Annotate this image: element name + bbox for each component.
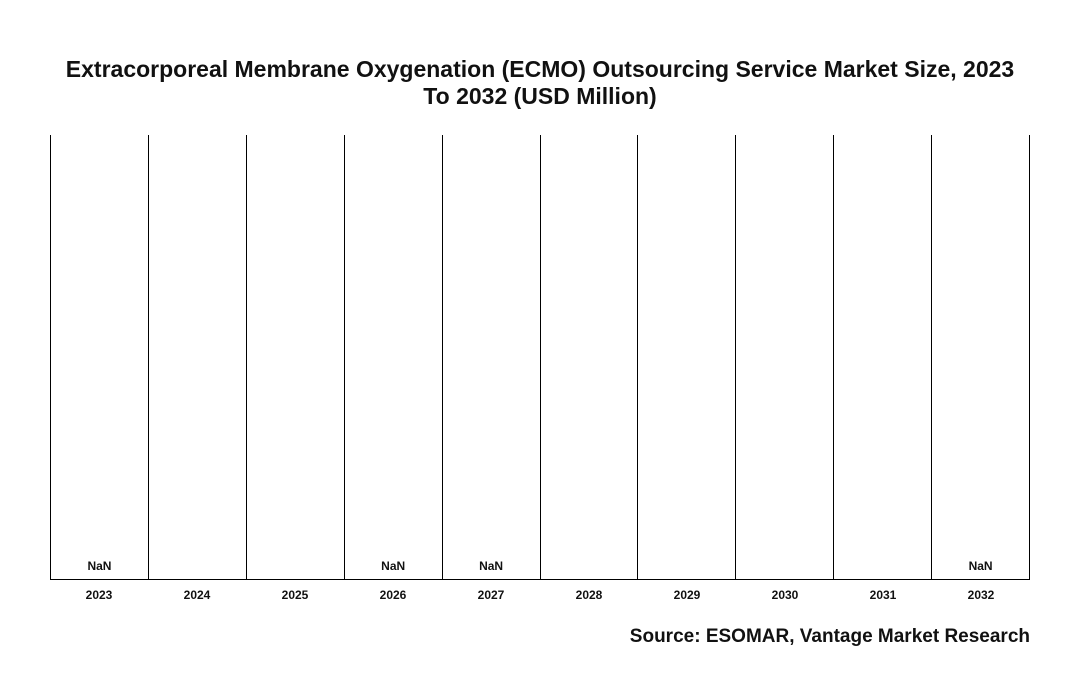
x-axis-label: 2027 xyxy=(442,588,540,602)
x-axis-label: 2030 xyxy=(736,588,834,602)
x-axis-label: 2024 xyxy=(148,588,246,602)
chart-container: Extracorporeal Membrane Oxygenation (ECM… xyxy=(0,0,1080,700)
column xyxy=(638,135,736,579)
column xyxy=(149,135,247,579)
column: NaN xyxy=(443,135,541,579)
source-attribution: Source: ESOMAR, Vantage Market Research xyxy=(630,626,1030,648)
column xyxy=(834,135,932,579)
value-label: NaN xyxy=(932,559,1029,573)
x-axis-label: 2032 xyxy=(932,588,1030,602)
column xyxy=(541,135,639,579)
value-label: NaN xyxy=(51,559,148,573)
x-axis-label: 2029 xyxy=(638,588,736,602)
x-axis-label: 2026 xyxy=(344,588,442,602)
x-axis-label: 2023 xyxy=(50,588,148,602)
columns: NaN NaN NaN NaN xyxy=(50,135,1030,579)
column: NaN xyxy=(50,135,149,579)
x-axis-labels: 2023 2024 2025 2026 2027 2028 2029 2030 … xyxy=(50,588,1030,602)
x-axis-label: 2031 xyxy=(834,588,932,602)
value-label: NaN xyxy=(345,559,442,573)
column xyxy=(247,135,345,579)
x-axis-label: 2028 xyxy=(540,588,638,602)
column: NaN xyxy=(932,135,1030,579)
column xyxy=(736,135,834,579)
plot-area: NaN NaN NaN NaN xyxy=(50,135,1030,580)
value-label: NaN xyxy=(443,559,540,573)
chart-title: Extracorporeal Membrane Oxygenation (ECM… xyxy=(50,56,1030,110)
column: NaN xyxy=(345,135,443,579)
x-axis-label: 2025 xyxy=(246,588,344,602)
